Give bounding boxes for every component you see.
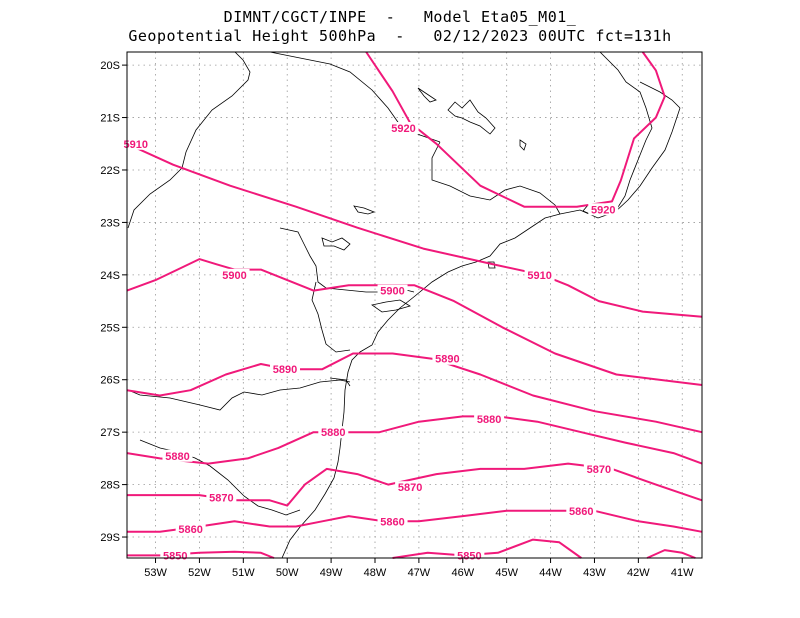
contour-label: 5860 — [380, 516, 404, 528]
reservoir — [353, 205, 376, 215]
contour-label: 5880 — [165, 451, 189, 463]
reservoir — [321, 237, 351, 251]
contour-label: 5860 — [569, 506, 593, 518]
lat-label: 28S — [100, 480, 120, 492]
contour-label-bg — [566, 504, 597, 517]
contour-label-bg — [120, 137, 151, 150]
lat-label: 21S — [100, 113, 120, 125]
border — [329, 377, 351, 387]
contour-label: 5910 — [124, 139, 148, 151]
lat-label: 24S — [100, 270, 120, 282]
contour-label-bg — [377, 284, 408, 297]
contour-label: 5900 — [222, 270, 246, 282]
lon-label: 42W — [627, 567, 650, 579]
contour-5880 — [126, 415, 703, 465]
title-line-1: DIMNT/CGCT/INPE - Model Eta05_M01_ — [223, 8, 577, 26]
contour-label-bg — [377, 515, 408, 528]
map-frame — [126, 51, 703, 559]
lat-label: 23S — [100, 217, 120, 229]
lat-label: 20S — [100, 60, 120, 72]
lon-label: 52W — [188, 567, 211, 579]
coastline — [281, 107, 681, 559]
contour-5850 — [392, 538, 582, 559]
lon-label: 41W — [671, 567, 694, 579]
contour-label-bg — [206, 491, 237, 504]
lon-label: 44W — [539, 567, 562, 579]
border — [431, 141, 561, 215]
contour-5850 — [646, 549, 696, 559]
contour-label: 5870 — [398, 482, 422, 494]
lat-label: 26S — [100, 375, 120, 387]
contour-label: 5880 — [321, 427, 345, 439]
contour-5910 — [126, 142, 703, 318]
contour-label: 5910 — [527, 270, 551, 282]
contour-label-bg — [175, 523, 206, 536]
lon-label: 45W — [495, 567, 518, 579]
border — [127, 167, 183, 229]
border — [127, 379, 351, 411]
latitude-labels: 20S 21S 22S 23S 24S 25S 26S 27S 28S 29S — [100, 60, 127, 544]
contour-label: 5850 — [163, 550, 187, 562]
contour-label: 5890 — [435, 354, 459, 366]
contour-label: 5860 — [178, 524, 202, 536]
contour-label-bg — [395, 481, 426, 494]
contour-label-bg — [219, 268, 250, 281]
contour-label-bg — [162, 449, 193, 462]
contour-label: 5920 — [591, 204, 615, 216]
contour-label: 5920 — [391, 123, 415, 135]
contour-label: 5870 — [587, 464, 611, 476]
contour-label-bg — [388, 122, 419, 135]
lat-label: 25S — [100, 322, 120, 334]
contour-5890 — [126, 352, 703, 434]
contour-5860 — [127, 509, 703, 533]
lon-label: 47W — [408, 567, 431, 579]
lat-label: 29S — [100, 532, 120, 544]
lon-label: 53W — [144, 567, 167, 579]
contour-5900 — [126, 258, 703, 386]
coast-island — [487, 261, 496, 269]
contour-label: 5900 — [380, 286, 404, 298]
contour-label-bg — [474, 413, 505, 426]
border — [599, 51, 653, 213]
contour-label-bg — [318, 426, 349, 439]
contour-label: 5880 — [477, 414, 501, 426]
contour-label-bg — [583, 462, 614, 475]
contour-label-bg — [432, 352, 463, 365]
lon-label: 49W — [320, 567, 343, 579]
lon-label: 51W — [232, 567, 255, 579]
contour-label-bg — [270, 363, 301, 376]
reservoir — [371, 299, 411, 313]
lat-label: 27S — [100, 427, 120, 439]
contour-5850 — [127, 550, 275, 559]
contour-label: 5870 — [209, 493, 233, 505]
contour-labels: 5910 5920 5920 5910 5900 5900 5890 5890 5880 5880… — [120, 122, 619, 562]
contour-label-bg — [588, 203, 619, 216]
lon-label: 46W — [451, 567, 474, 579]
contour-label: 5890 — [273, 364, 297, 376]
lon-label: 50W — [276, 567, 299, 579]
border — [181, 51, 251, 169]
lat-label: 22S — [100, 165, 120, 177]
coast-island — [519, 139, 527, 151]
lon-label: 43W — [583, 567, 606, 579]
lon-label: 48W — [364, 567, 387, 579]
reservoir — [417, 87, 437, 103]
contour-label-bg — [524, 268, 555, 281]
longitude-labels: 53W 52W 51W 50W 49W 48W 47W 46W 45W 44W 43W 42W 41W — [144, 558, 694, 579]
border — [311, 281, 351, 353]
title-line-2: Geopotential Height 500hPa - 02/12/2023 … — [128, 27, 672, 45]
border — [279, 227, 415, 293]
reservoir — [447, 99, 496, 135]
border — [639, 81, 681, 109]
contour-label: 5850 — [457, 550, 481, 562]
